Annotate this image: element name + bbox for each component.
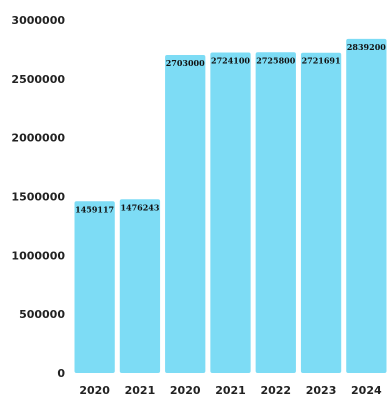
- y-axis: 0 500000 1000000 1500000 2000000 2500000 30000…: [11, 14, 65, 380]
- bar: [300, 52, 342, 374]
- y-tick-label: 1000000: [11, 249, 65, 262]
- x-tick-label: 2020: [170, 384, 201, 397]
- bar: [119, 199, 161, 373]
- x-tick-label: 2024: [351, 384, 382, 397]
- x-tick-label: 2022: [260, 384, 291, 397]
- bar: [255, 52, 296, 374]
- y-tick-label: 0: [57, 367, 65, 380]
- x-tick-label: 2021: [215, 384, 246, 397]
- bar: [346, 38, 387, 373]
- bar: [210, 52, 251, 373]
- bar-value-label: 2839200: [347, 42, 386, 52]
- x-axis: 2020 2021 2020 2021 2022 2023 2024: [79, 384, 382, 397]
- bar-value-labels: 1459117 1476243 2703000 2724100 2725800 27216…: [75, 42, 386, 214]
- y-tick-label: 500000: [19, 308, 65, 321]
- bar-value-label: 2703000: [166, 58, 205, 68]
- y-tick-label: 2500000: [11, 73, 65, 86]
- y-tick-label: 1500000: [11, 191, 65, 204]
- bar-value-label: 2721691: [302, 56, 341, 66]
- y-tick-label: 2000000: [11, 132, 65, 145]
- x-tick-label: 2023: [306, 384, 337, 397]
- bar-value-label: 2724100: [211, 55, 250, 65]
- bars: [74, 38, 387, 374]
- bar: [74, 201, 115, 373]
- x-tick-label: 2020: [79, 384, 110, 397]
- x-tick-label: 2021: [125, 384, 156, 397]
- bar-value-label: 1476243: [120, 202, 159, 212]
- y-tick-label: 3000000: [11, 14, 65, 27]
- bar-value-label: 2725800: [256, 55, 295, 65]
- bar: [165, 54, 206, 374]
- bar-value-label: 1459117: [75, 204, 114, 214]
